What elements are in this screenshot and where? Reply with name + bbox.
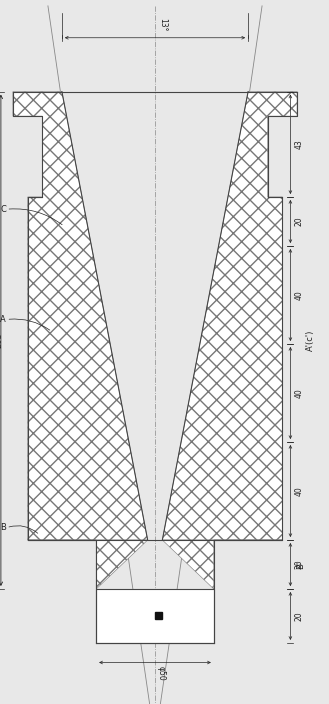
Text: A: A: [0, 315, 6, 324]
Polygon shape: [162, 540, 282, 589]
Text: B: B: [0, 523, 6, 532]
Text: B': B': [296, 560, 305, 569]
Text: C: C: [0, 205, 6, 214]
Text: φ50: φ50: [157, 667, 165, 681]
Text: 43: 43: [294, 139, 303, 149]
Polygon shape: [28, 540, 148, 589]
Text: 40: 40: [294, 388, 303, 398]
Polygon shape: [13, 92, 148, 540]
Text: 13°: 13°: [159, 18, 167, 32]
Text: 20: 20: [294, 560, 303, 570]
Polygon shape: [162, 92, 297, 540]
Bar: [155, 612, 162, 620]
Text: 40: 40: [294, 486, 303, 496]
Text: 20: 20: [294, 217, 303, 226]
Text: A'(c'): A'(c'): [306, 329, 315, 351]
Text: 203: 203: [0, 332, 3, 348]
Bar: [96, 589, 214, 643]
Text: 20: 20: [294, 611, 303, 621]
Text: 40: 40: [294, 290, 303, 300]
